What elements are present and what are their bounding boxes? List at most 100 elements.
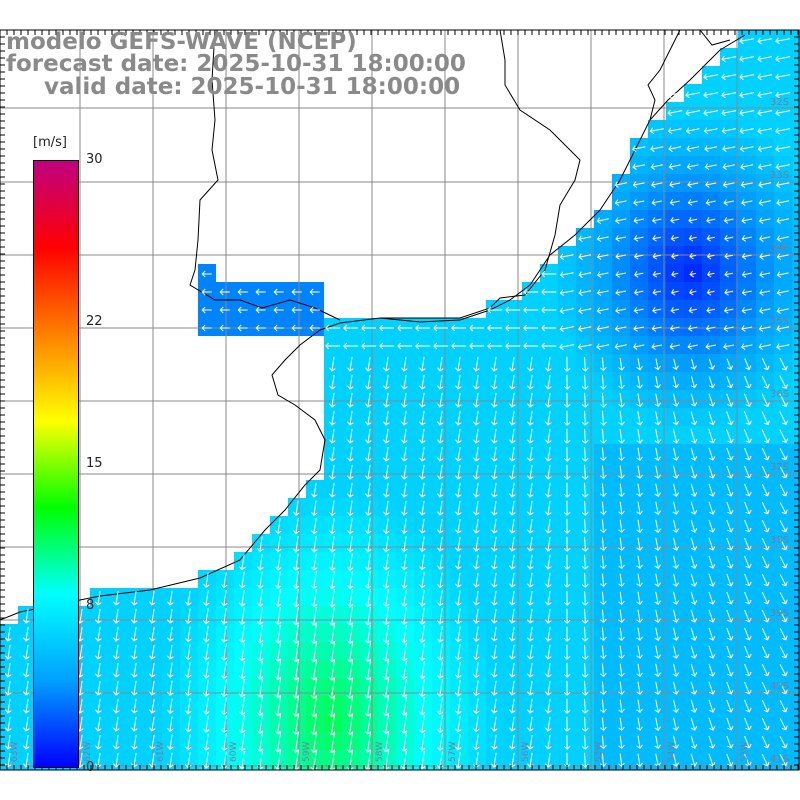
wind-arrow <box>563 644 571 660</box>
latitude-label: 37S <box>770 462 790 473</box>
wind-arrow <box>652 307 662 314</box>
wind-arrow <box>690 699 698 713</box>
wind-cell <box>720 300 738 318</box>
wind-arrow <box>636 358 643 371</box>
wind-arrow <box>346 356 354 372</box>
wind-arrow <box>346 642 354 663</box>
wind-arrow <box>166 698 174 715</box>
wind-arrow <box>94 680 102 696</box>
wind-arrow <box>708 376 716 389</box>
wind-arrow <box>364 642 372 663</box>
wind-arrow <box>761 411 770 426</box>
wind-arrow <box>418 679 426 698</box>
wind-arrow <box>472 590 480 606</box>
wind-cell <box>216 318 234 336</box>
wind-arrow <box>328 606 336 626</box>
wind-arrow <box>757 145 772 153</box>
wind-cell <box>702 300 720 318</box>
wind-arrow <box>400 518 408 534</box>
wind-arrow <box>705 343 716 350</box>
wind-arrow <box>618 627 625 641</box>
wind-arrow <box>600 428 607 444</box>
wind-arrow <box>633 325 645 332</box>
wind-arrow <box>490 590 498 606</box>
wind-arrow <box>292 518 300 535</box>
wind-arrow <box>328 428 336 444</box>
wind-arrow <box>544 626 552 642</box>
wind-arrow <box>274 518 282 535</box>
wind-arrow <box>544 590 552 606</box>
wind-arrow <box>672 483 680 497</box>
wind-arrow <box>94 626 102 642</box>
wind-arrow <box>508 464 516 480</box>
wind-arrow <box>618 591 625 605</box>
wind-arrow <box>130 644 138 660</box>
wind-cell <box>306 300 324 318</box>
wind-cell <box>756 264 774 282</box>
latitude-label: 38S <box>770 535 790 546</box>
wind-arrow <box>379 324 395 332</box>
wind-arrow <box>779 357 788 371</box>
wind-arrow <box>364 500 372 516</box>
wind-arrow <box>636 591 643 605</box>
lagoon-coast <box>647 29 731 121</box>
wind-arrow <box>364 624 372 644</box>
wind-cell <box>540 336 558 354</box>
wind-arrow <box>761 465 770 479</box>
wind-arrow <box>779 375 788 389</box>
wind-arrow <box>346 374 354 390</box>
wind-arrow <box>310 518 318 535</box>
wind-arrow <box>382 374 390 390</box>
wind-cell <box>558 264 576 282</box>
longitude-label: 58W <box>375 741 385 762</box>
wind-cell <box>792 102 800 120</box>
wind-arrow <box>94 698 102 714</box>
wind-arrow <box>346 695 354 718</box>
wind-arrow <box>130 698 138 714</box>
wind-arrow <box>544 374 552 390</box>
wind-arrow <box>672 591 680 605</box>
wind-arrow <box>238 554 246 571</box>
wind-cell <box>774 228 792 246</box>
wind-arrow <box>201 306 212 314</box>
wind-arrow <box>618 519 625 533</box>
wind-arrow <box>544 608 552 624</box>
wind-cell <box>756 228 774 246</box>
wind-vectors <box>4 37 791 772</box>
wind-arrow <box>759 271 771 278</box>
wind-arrow <box>238 607 246 626</box>
wind-cell <box>684 300 702 318</box>
wind-arrow <box>544 680 552 696</box>
wind-arrow <box>544 464 552 480</box>
wind-cell <box>522 768 540 770</box>
wind-arrow <box>672 555 680 569</box>
wind-cell <box>792 444 800 462</box>
wind-arrow <box>690 717 698 731</box>
wind-arrow <box>667 91 683 99</box>
wind-arrow <box>219 306 230 314</box>
wind-arrow <box>708 591 716 605</box>
wind-arrow <box>775 163 790 171</box>
wind-arrow <box>654 645 662 659</box>
wind-arrow <box>744 447 752 461</box>
wind-arrow <box>618 447 625 461</box>
wind-cell <box>576 336 594 354</box>
wind-arrow <box>202 590 210 607</box>
wind-arrow <box>22 716 30 732</box>
wind-arrow <box>544 446 552 462</box>
wind-arrow <box>599 537 607 552</box>
wind-arrow <box>779 718 788 731</box>
wind-arrow <box>112 608 120 624</box>
wind-arrow <box>559 271 574 279</box>
wind-cell <box>648 138 666 156</box>
wind-cell <box>792 750 800 768</box>
wind-arrow <box>690 609 698 623</box>
wind-arrow <box>451 342 467 350</box>
wind-cell <box>738 156 756 174</box>
wind-arrow <box>654 735 662 749</box>
wind-arrow <box>563 716 571 732</box>
wind-cell <box>612 192 630 210</box>
wind-arrow <box>757 109 773 117</box>
wind-cell <box>126 768 144 770</box>
wind-cell <box>684 138 702 156</box>
